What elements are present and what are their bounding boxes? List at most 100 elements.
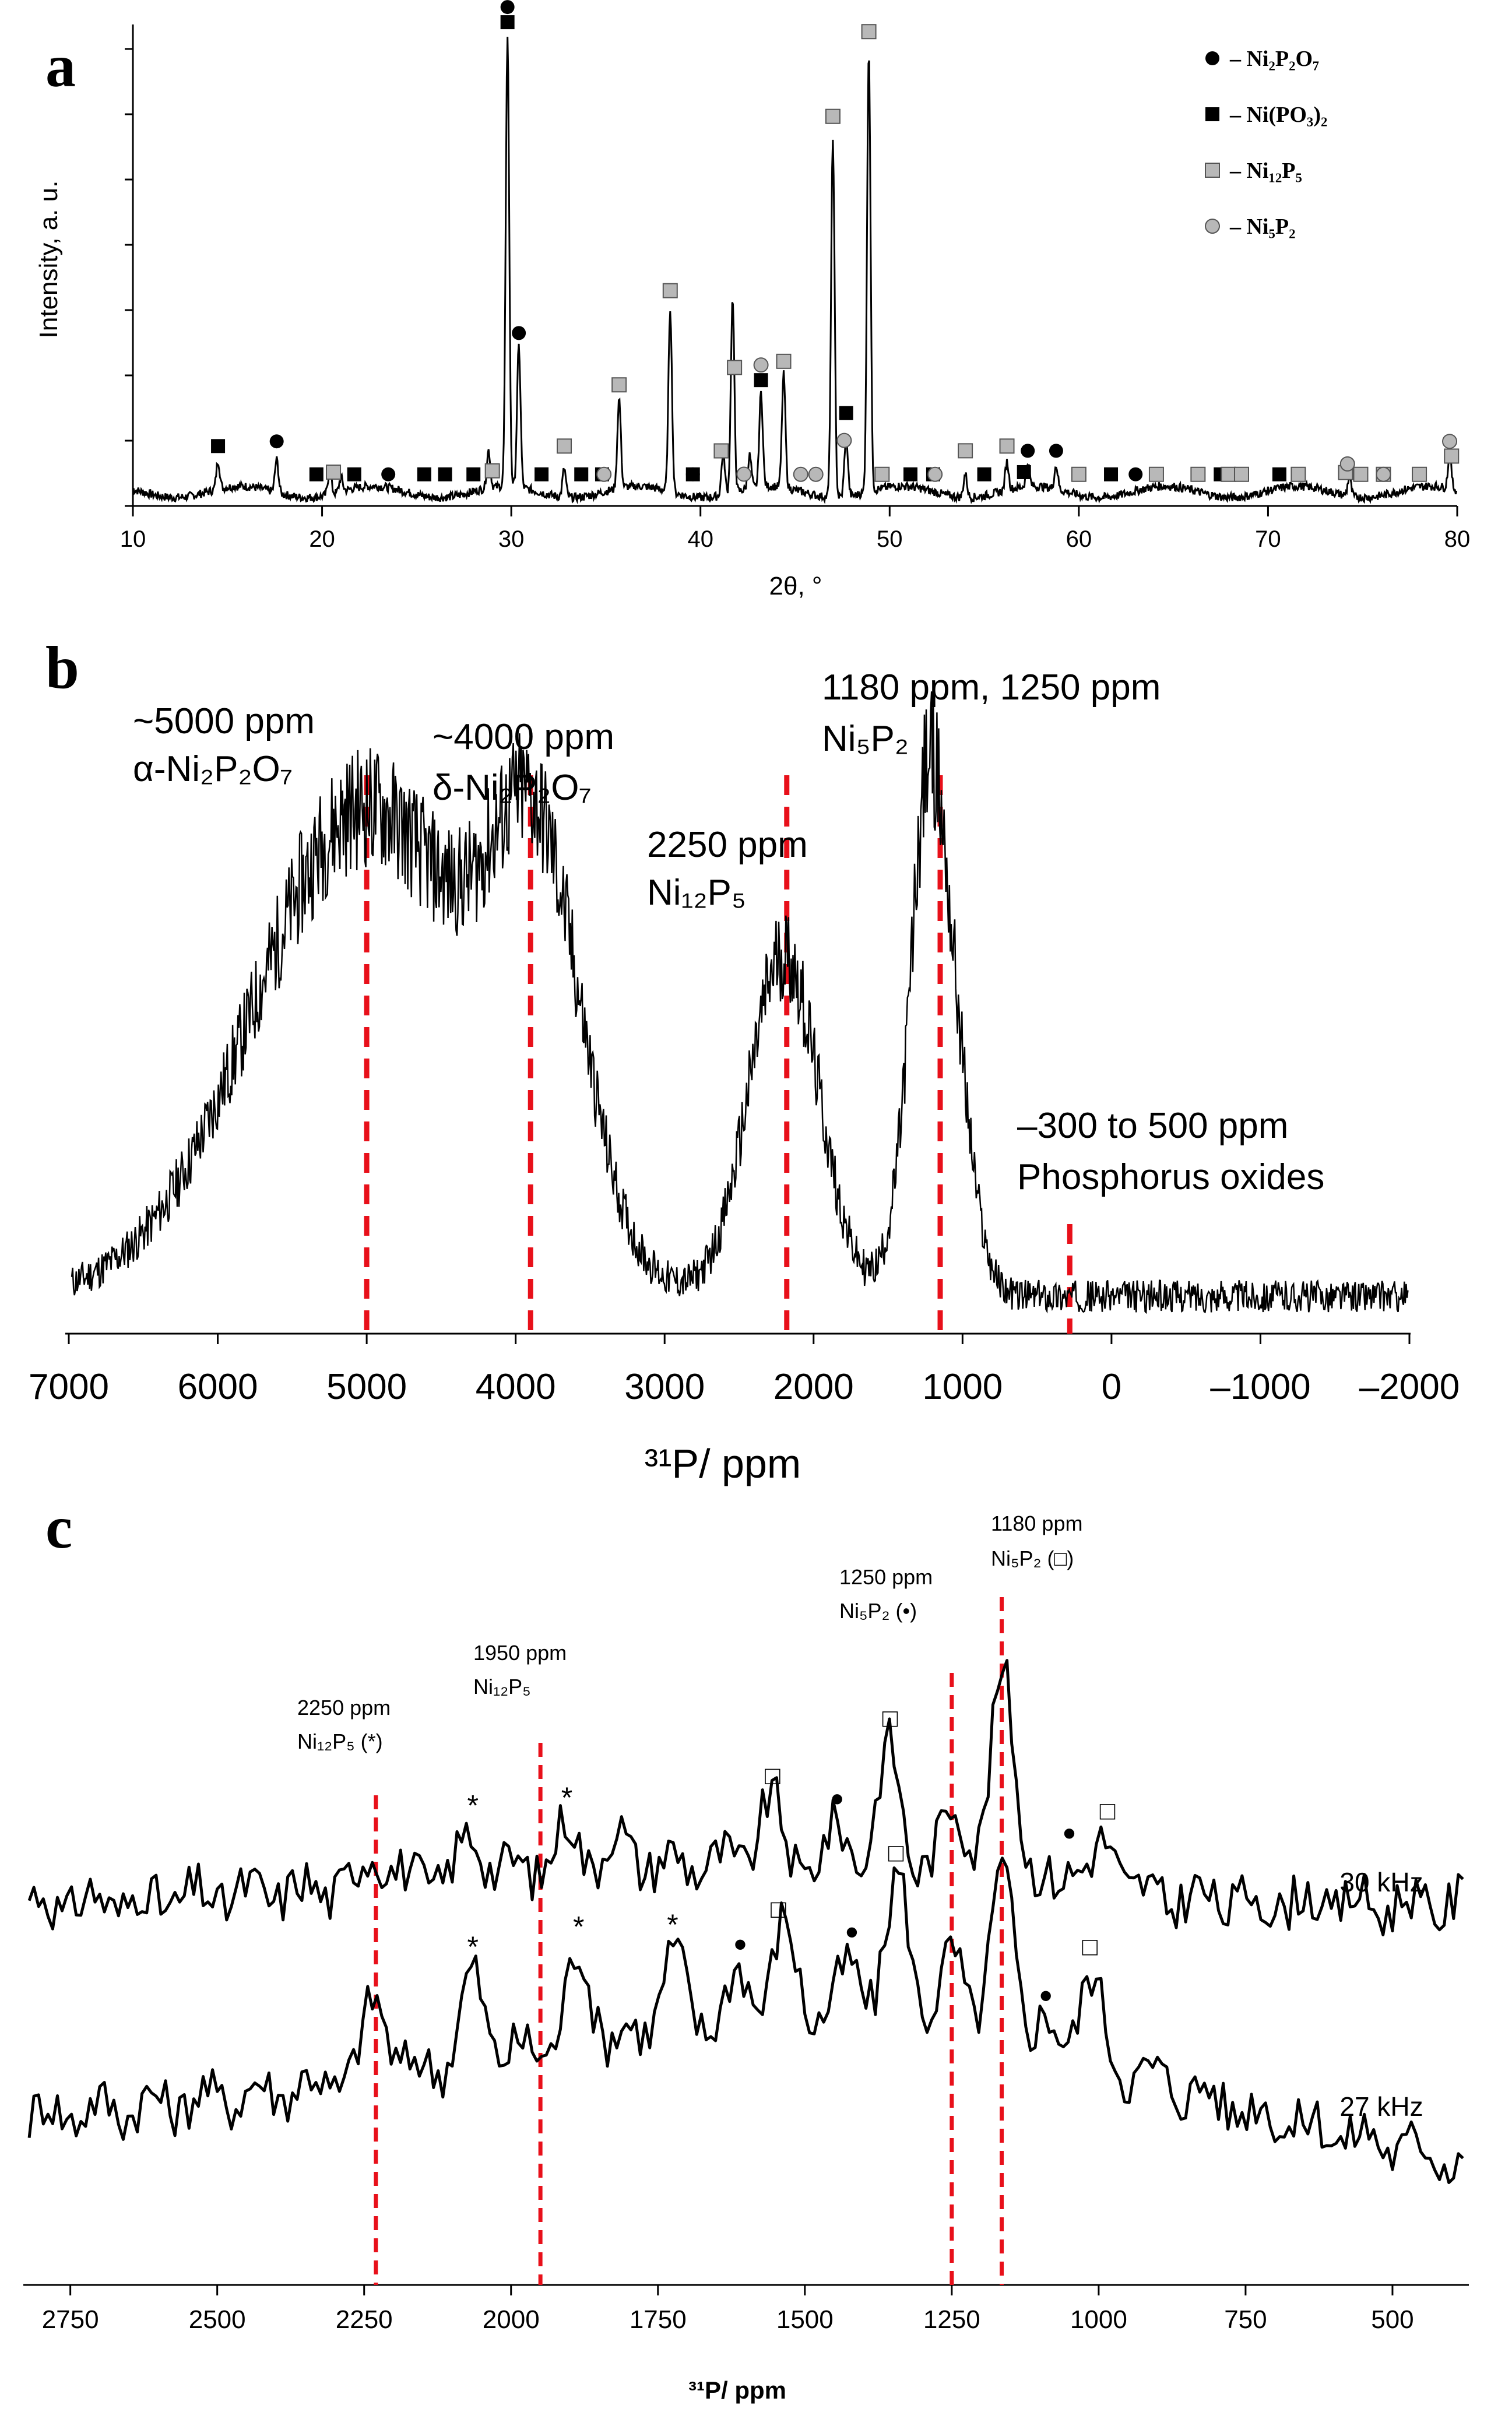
panel-b-annotation-line2: Ni₁₂P₅ bbox=[647, 873, 746, 913]
panel-c-x-tick-label: 1000 bbox=[1070, 2305, 1127, 2334]
panel-b-x-ticks: 7000 6000 5000 4000 3000 2000 1000 0 –1000 –2000 bbox=[29, 1334, 1460, 1407]
panel-a-marker-ni5p2 bbox=[836, 433, 852, 448]
panel-b-annotation-line2: Phosphorus oxides bbox=[1017, 1157, 1324, 1197]
panel-c-annotation-line1: 1180 ppm bbox=[991, 1511, 1082, 1535]
panel-c-peak-mark: □ bbox=[765, 1761, 780, 1790]
panel-a-x-tick-label: 50 bbox=[877, 526, 903, 552]
panel-a-marker-ni12p5 bbox=[1444, 448, 1460, 464]
panel-a-marker-ni12p5 bbox=[1233, 466, 1249, 482]
panel-b-x-tick-label: –2000 bbox=[1359, 1367, 1460, 1407]
panel-c-x-label: ³¹P/ ppm bbox=[688, 2376, 786, 2404]
panel-a-marker-nipo3_2 bbox=[1272, 467, 1286, 481]
panel-a-x-tick-label: 80 bbox=[1444, 526, 1471, 552]
panel-a-x-tick-label: 70 bbox=[1255, 526, 1281, 552]
panel-b-x-tick-label: 3000 bbox=[624, 1367, 705, 1407]
panel-a-phase-markers bbox=[211, 0, 1460, 482]
legend-label-nipo3_2: – Ni(PO₃)₂ bbox=[1229, 103, 1327, 127]
panel-a-marker-nipo3_2 bbox=[500, 15, 515, 30]
panel-c-peak-mark: • bbox=[845, 1911, 858, 1953]
panel-c-peak-mark: • bbox=[734, 1923, 747, 1965]
panel-a-marker-ni2p2o7 bbox=[1049, 444, 1063, 458]
panel-a-marker-ni12p5 bbox=[1148, 466, 1164, 482]
panel-c-peak-mark: * bbox=[573, 1911, 584, 1943]
panel-b-x-tick-label: 2000 bbox=[773, 1367, 854, 1407]
panel-c-peak-marks: * * □ • □ • □ * * * • □ • □ • □ bbox=[467, 1704, 1115, 2016]
panel-c-peak-mark: □ bbox=[888, 1839, 904, 1868]
panel-c-annotation-line2: Ni₁₂P₅ (*) bbox=[297, 1729, 383, 1753]
panel-a-marker-nipo3_2 bbox=[839, 406, 853, 420]
panel-a-y-ticks bbox=[125, 48, 133, 507]
panel-b-annotation-line1: –300 to 500 ppm bbox=[1017, 1106, 1288, 1146]
panel-b-annotation-line2: α-Ni₂P₂O₇ bbox=[133, 749, 293, 789]
panel-b-annotation-line1: 2250 ppm bbox=[647, 825, 808, 865]
panel-a-legend: – Ni₂P₂O₇ – Ni(PO₃)₂ – Ni₁₂P₅ – Ni₅P₂ bbox=[1205, 47, 1327, 239]
panel-c-spectrum-27khz bbox=[27, 1857, 1464, 2184]
panel-a-marker-ni12p5 bbox=[611, 377, 627, 393]
panel-a-marker-nipo3_2 bbox=[574, 467, 589, 481]
panel-b-x-tick-label: 4000 bbox=[476, 1367, 556, 1407]
panel-c-reference-lines bbox=[374, 1597, 1004, 2285]
panel-label-c: c bbox=[45, 1494, 72, 1561]
panel-a-marker-ni12p5 bbox=[958, 443, 973, 459]
panel-c-annotation-line2: Ni₅P₂ (□) bbox=[991, 1546, 1074, 1570]
panel-a-marker-ni12p5 bbox=[484, 463, 500, 479]
legend-marker-ni12p5 bbox=[1205, 163, 1220, 178]
panel-b-annotation-line1: ~5000 ppm bbox=[133, 701, 315, 741]
panel-a-marker-ni5p2 bbox=[736, 466, 752, 482]
panel-b-x-tick-label: –1000 bbox=[1210, 1367, 1310, 1407]
panel-a-marker-ni12p5 bbox=[662, 283, 678, 298]
panel-b-nmr-spectrum bbox=[71, 691, 1409, 1314]
panel-a-marker-ni5p2 bbox=[808, 466, 824, 482]
panel-a: a 10 20 30 40 50 60 70 80 Intensity, a. u. 2θ, … bbox=[34, 0, 1470, 600]
panel-a-marker-nipo3_2 bbox=[417, 467, 431, 481]
panel-c: c 2750 2500 2250 2000 1750 1500 1250 1000 750 500… bbox=[23, 1494, 1469, 2404]
panel-c-x-ticks: 2750 2500 2250 2000 1750 1500 1250 1000 750 500 bbox=[42, 2285, 1414, 2334]
panel-a-marker-ni12p5 bbox=[557, 438, 572, 454]
panel-c-peak-mark: * bbox=[561, 1781, 572, 1814]
panel-a-x-tick-label: 10 bbox=[120, 526, 146, 552]
panel-a-marker-nipo3_2 bbox=[211, 439, 226, 453]
panel-a-marker-ni5p2 bbox=[927, 466, 943, 482]
panel-a-marker-ni5p2 bbox=[1442, 434, 1458, 449]
panel-b-annotation-line2: Ni₅P₂ bbox=[822, 719, 909, 759]
panel-c-peak-mark: □ bbox=[882, 1704, 898, 1732]
panel-label-b: b bbox=[45, 634, 79, 701]
legend-label-ni5p2: – Ni₅P₂ bbox=[1229, 215, 1296, 239]
panel-a-marker-ni2p2o7 bbox=[1021, 444, 1035, 458]
panel-a-marker-ni12p5 bbox=[825, 108, 841, 124]
panel-a-marker-ni12p5 bbox=[1291, 466, 1306, 482]
panel-b: b 7000 6000 5000 4000 3000 2000 1000 0 –1000 –200… bbox=[29, 634, 1460, 1486]
legend-marker-ni5p2 bbox=[1205, 219, 1220, 234]
panel-a-marker-nipo3_2 bbox=[309, 467, 324, 481]
panel-c-annotation-line2: Ni₅P₂ (•) bbox=[839, 1599, 917, 1623]
panel-c-series-label-27khz: 27 kHz bbox=[1339, 2091, 1423, 2122]
panel-b-x-tick-label: 1000 bbox=[922, 1367, 1003, 1407]
panel-a-x-tick-label: 20 bbox=[309, 526, 335, 552]
legend-marker-ni2p2o7 bbox=[1205, 51, 1219, 65]
panel-a-marker-ni12p5 bbox=[727, 360, 743, 375]
panel-c-peak-mark: □ bbox=[1082, 1933, 1098, 1961]
panel-b-annotation-line1: 1180 ppm, 1250 ppm bbox=[822, 667, 1161, 708]
panel-c-peak-mark: □ bbox=[1100, 1796, 1116, 1825]
panel-c-x-tick-label: 2750 bbox=[42, 2305, 99, 2334]
panel-c-peak-mark: * bbox=[667, 1908, 678, 1941]
panel-a-marker-nipo3_2 bbox=[903, 467, 917, 481]
panel-c-annotation-line1: 1250 ppm bbox=[839, 1565, 933, 1589]
panel-a-marker-nipo3_2 bbox=[1104, 467, 1119, 481]
panel-c-x-tick-label: 2000 bbox=[483, 2305, 540, 2334]
panel-b-x-tick-label: 0 bbox=[1102, 1367, 1121, 1407]
panel-a-y-label: Intensity, a. u. bbox=[34, 181, 63, 339]
panel-a-marker-ni12p5 bbox=[1353, 466, 1369, 482]
panel-a-marker-nipo3_2 bbox=[1017, 465, 1031, 479]
panel-c-annotation-line1: 1950 ppm bbox=[473, 1641, 567, 1665]
panel-a-marker-ni12p5 bbox=[713, 443, 729, 459]
legend-label-ni2p2o7: – Ni₂P₂O₇ bbox=[1229, 47, 1319, 71]
panel-b-x-label: ³¹P/ ppm bbox=[645, 1441, 801, 1486]
panel-a-x-tick-label: 60 bbox=[1066, 526, 1092, 552]
panel-c-peak-mark: * bbox=[467, 1931, 478, 1963]
panel-b-x-tick-label: 5000 bbox=[326, 1367, 407, 1407]
panel-c-x-tick-label: 2500 bbox=[189, 2305, 246, 2334]
panel-a-marker-ni2p2o7 bbox=[500, 0, 515, 15]
panel-a-x-tick-label: 30 bbox=[498, 526, 525, 552]
